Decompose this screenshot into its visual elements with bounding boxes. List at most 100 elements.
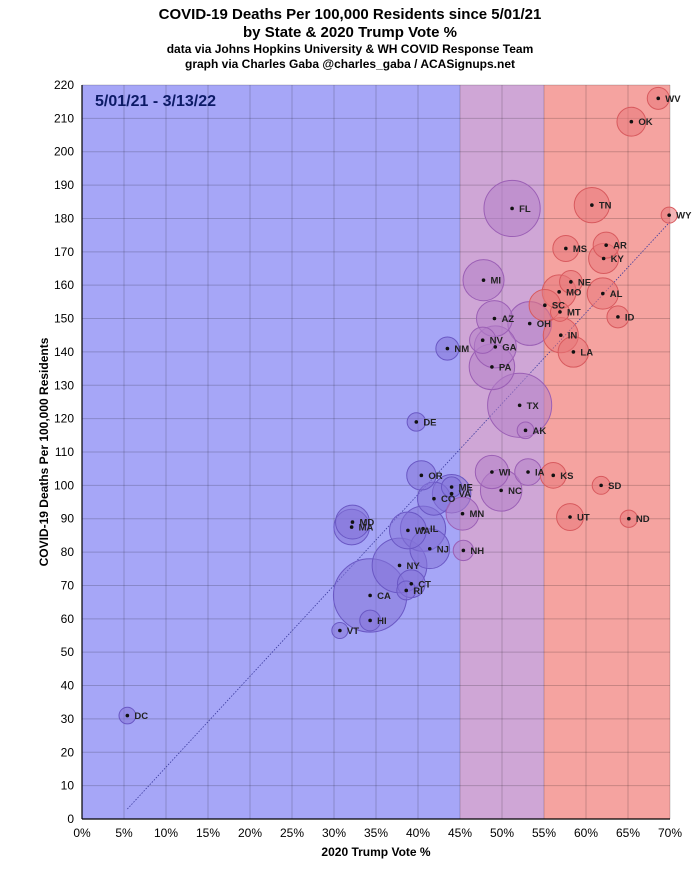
chart-titles: COVID-19 Deaths Per 100,000 Residents si… bbox=[0, 6, 700, 72]
point-mo bbox=[557, 290, 561, 294]
point-label-tn: TN bbox=[599, 201, 612, 212]
point-label-ar: AR bbox=[613, 241, 627, 252]
point-label-ga: GA bbox=[502, 342, 516, 353]
point-label-ks: KS bbox=[560, 471, 573, 482]
point-label-ok: OK bbox=[638, 117, 652, 128]
point-label-ak: AK bbox=[533, 426, 547, 437]
point-label-nj: NJ bbox=[437, 544, 449, 555]
point-label-sd: SD bbox=[608, 481, 621, 492]
y-tick-label: 220 bbox=[54, 78, 74, 92]
point-label-al: AL bbox=[610, 289, 623, 300]
point-label-me: ME bbox=[459, 483, 473, 494]
y-tick-label: 170 bbox=[54, 245, 74, 259]
x-axis-title: 2020 Trump Vote % bbox=[321, 845, 430, 859]
point-me bbox=[449, 485, 454, 489]
point-label-hi: HI bbox=[377, 616, 387, 627]
point-hi bbox=[368, 618, 372, 623]
point-ky bbox=[601, 256, 606, 261]
point-label-va: VA bbox=[459, 489, 472, 500]
y-tick-label: 180 bbox=[54, 211, 74, 225]
point-tn bbox=[590, 203, 594, 207]
point-mn bbox=[460, 511, 465, 516]
point-sd bbox=[599, 483, 603, 488]
point-label-vt: VT bbox=[347, 626, 359, 637]
point-label-co: CO bbox=[441, 494, 455, 505]
y-tick-label: 0 bbox=[67, 812, 74, 826]
point-az bbox=[492, 316, 497, 321]
point-label-ne: NE bbox=[578, 277, 591, 288]
x-tick-label: 45% bbox=[448, 826, 472, 840]
point-pa bbox=[490, 365, 494, 369]
point-il bbox=[421, 526, 425, 531]
point-ct bbox=[409, 581, 414, 586]
point-label-ia: IA bbox=[535, 468, 545, 479]
point-md bbox=[350, 520, 355, 524]
y-tick-label: 20 bbox=[61, 745, 75, 759]
y-tick-label: 150 bbox=[54, 312, 74, 326]
point-oh bbox=[527, 321, 532, 326]
y-tick-label: 200 bbox=[54, 145, 74, 159]
point-ny bbox=[397, 563, 402, 568]
point-dc bbox=[125, 713, 130, 718]
date-range-annotation: 5/01/21 - 3/13/22 bbox=[95, 93, 216, 110]
y-tick-label: 90 bbox=[61, 512, 75, 526]
point-ks bbox=[551, 473, 556, 478]
point-ia bbox=[526, 470, 530, 474]
point-label-pa: PA bbox=[499, 362, 512, 373]
point-nc bbox=[499, 488, 503, 493]
point-nd bbox=[627, 516, 631, 521]
point-label-ky: KY bbox=[611, 254, 625, 265]
point-label-ma: MA bbox=[359, 523, 374, 534]
point-label-wi: WI bbox=[499, 468, 511, 479]
point-ma bbox=[349, 525, 354, 529]
x-tick-label: 20% bbox=[238, 826, 262, 840]
y-tick-label: 30 bbox=[61, 712, 75, 726]
x-tick-label: 5% bbox=[115, 826, 133, 840]
x-tick-label: 30% bbox=[322, 826, 346, 840]
y-axis-title: COVID-19 Deaths Per 100,000 Residents bbox=[37, 337, 51, 566]
point-label-nm: NM bbox=[454, 344, 469, 355]
x-tick-label: 70% bbox=[658, 826, 682, 840]
point-label-nv: NV bbox=[490, 336, 504, 347]
y-tick-label: 110 bbox=[55, 445, 74, 459]
point-label-il: IL bbox=[430, 524, 439, 535]
point-label-in: IN bbox=[568, 331, 578, 342]
point-fl bbox=[510, 206, 514, 211]
point-ut bbox=[568, 515, 572, 519]
point-ms bbox=[564, 246, 568, 251]
point-label-md: MD bbox=[359, 518, 374, 529]
point-label-ca: CA bbox=[377, 591, 391, 602]
point-label-ut: UT bbox=[577, 513, 590, 524]
x-tick-label: 25% bbox=[280, 826, 304, 840]
point-wa bbox=[406, 528, 410, 533]
point-label-or: OR bbox=[428, 471, 442, 482]
y-tick-label: 80 bbox=[61, 545, 75, 559]
x-tick-label: 40% bbox=[406, 826, 430, 840]
point-label-nh: NH bbox=[470, 546, 484, 557]
point-label-wv: WV bbox=[665, 94, 681, 105]
chart-subtitle: by State & 2020 Trump Vote % bbox=[243, 24, 457, 41]
point-ar bbox=[604, 243, 608, 247]
y-tick-label: 160 bbox=[54, 278, 74, 292]
y-tick-label: 40 bbox=[61, 679, 75, 693]
point-label-ct: CT bbox=[418, 579, 431, 590]
y-tick-label: 140 bbox=[54, 345, 74, 359]
x-tick-label: 0% bbox=[73, 826, 91, 840]
point-label-oh: OH bbox=[537, 319, 551, 330]
point-ri bbox=[404, 588, 409, 593]
point-label-fl: FL bbox=[519, 204, 531, 215]
point-label-nc: NC bbox=[508, 486, 522, 497]
x-tick-label: 55% bbox=[532, 826, 556, 840]
point-label-sc: SC bbox=[552, 301, 565, 312]
point-wi bbox=[490, 470, 494, 474]
point-wy bbox=[667, 213, 671, 217]
point-mt bbox=[558, 310, 562, 314]
y-tick-label: 70 bbox=[61, 578, 75, 592]
x-tick-label: 50% bbox=[490, 826, 514, 840]
point-al bbox=[601, 291, 605, 296]
point-label-wy: WY bbox=[676, 211, 692, 222]
point-label-ri: RI bbox=[413, 586, 423, 597]
point-label-nd: ND bbox=[636, 514, 650, 525]
point-label-mn: MN bbox=[470, 509, 485, 520]
vote-band-0 bbox=[82, 85, 460, 819]
